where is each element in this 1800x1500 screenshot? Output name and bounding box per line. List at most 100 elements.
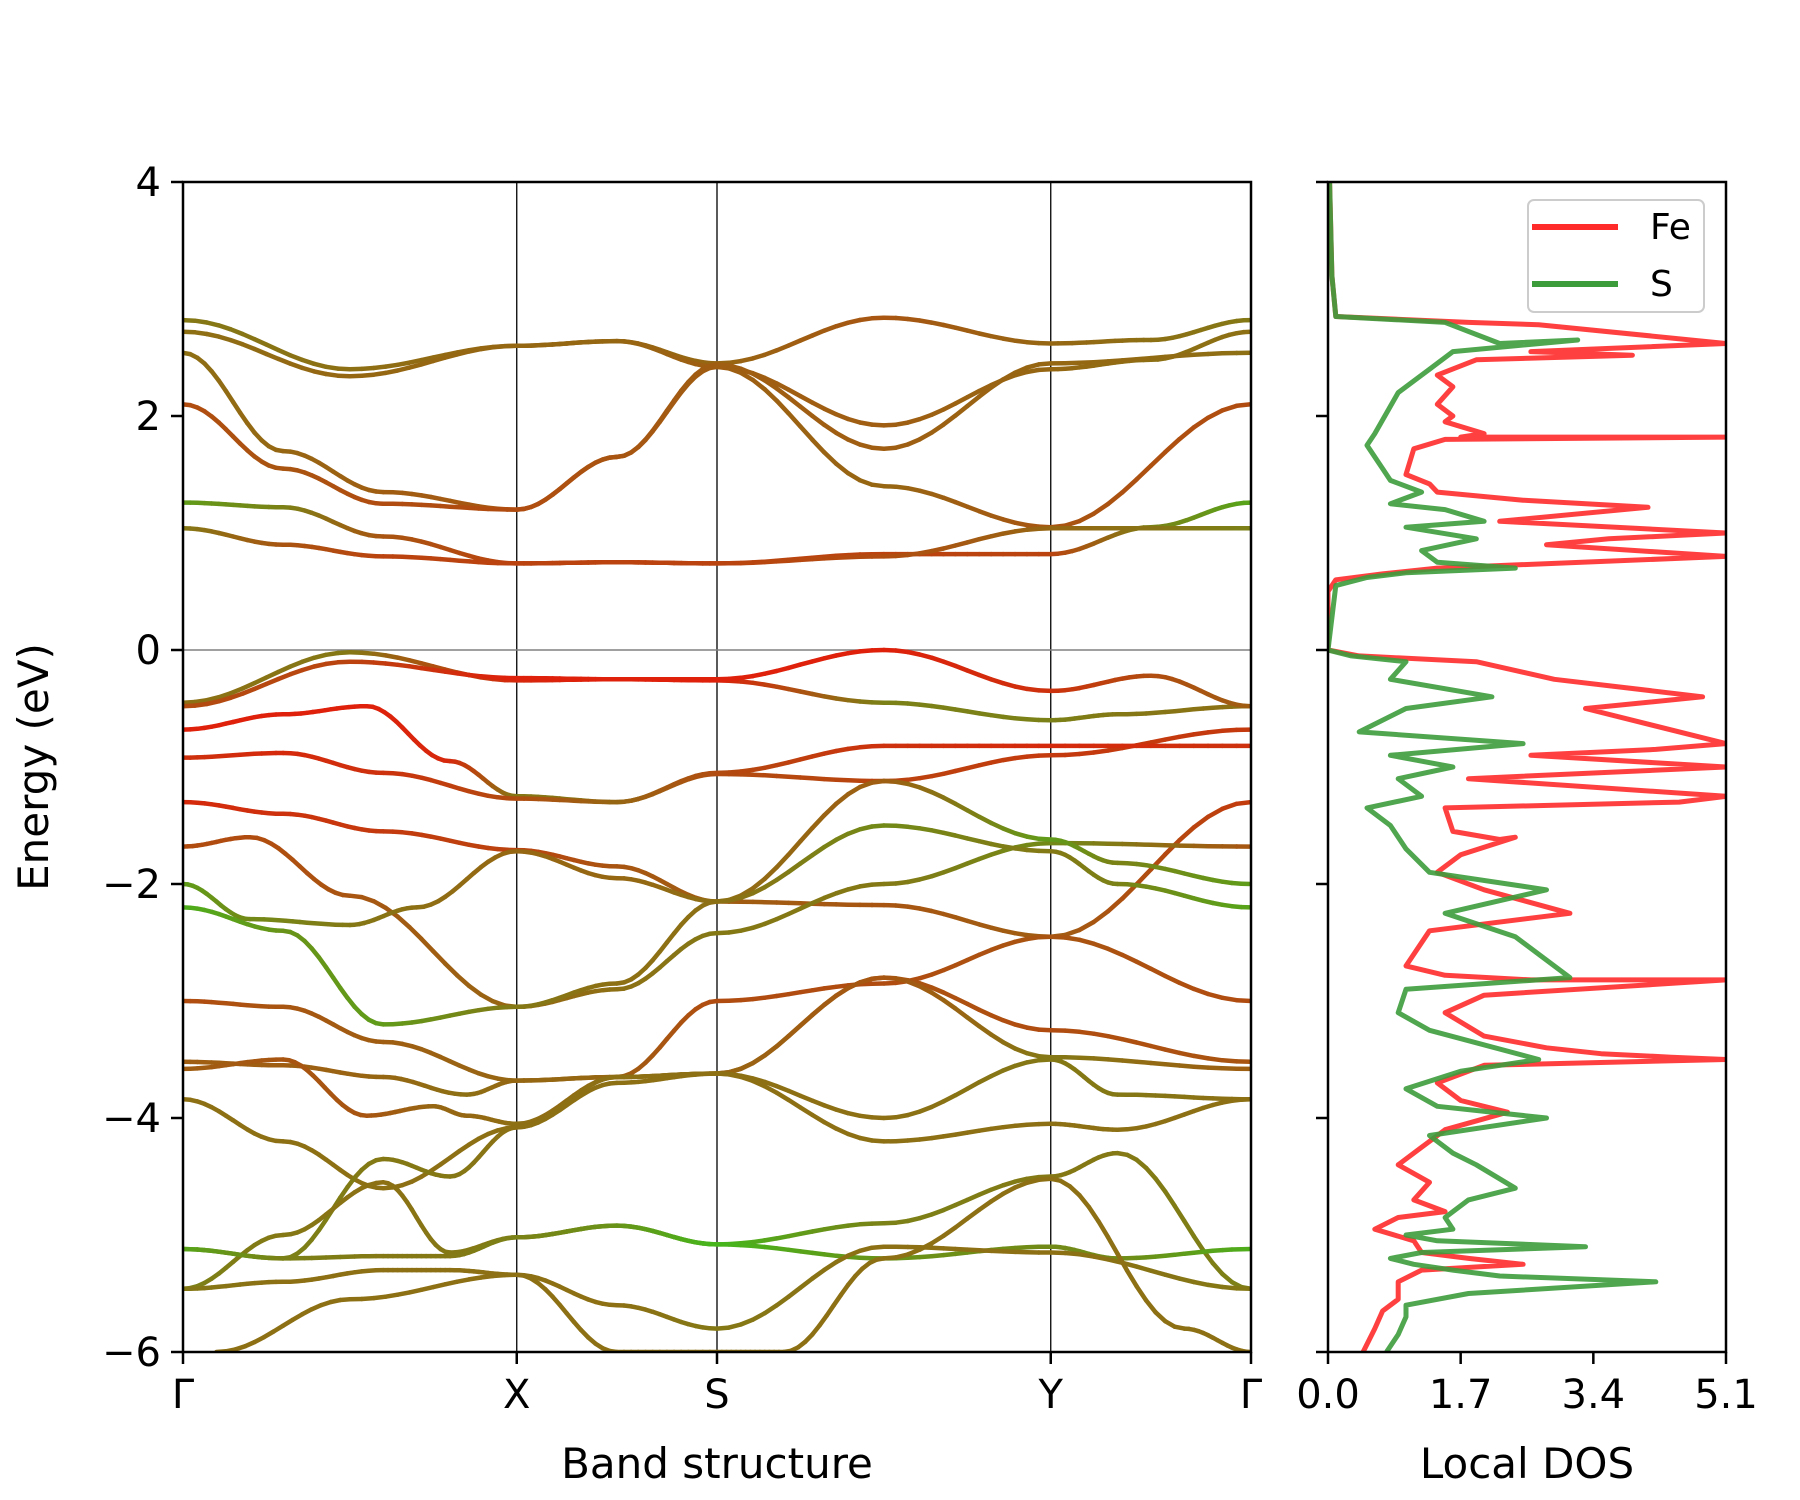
band-18-segment <box>965 1079 982 1092</box>
band-13-segment <box>822 801 839 818</box>
band-17-segment <box>1162 1062 1182 1068</box>
band-9-segment <box>1148 737 1168 745</box>
band-4-segment <box>1062 518 1082 528</box>
band-4-segment <box>786 411 803 429</box>
band-22-segment <box>1205 1282 1225 1290</box>
band-17-segment <box>1134 1059 1154 1066</box>
band-11-segment <box>1062 927 1082 938</box>
band-10 <box>183 743 1251 805</box>
band-12-segment <box>419 936 436 954</box>
band-17-segment <box>941 997 958 1011</box>
band-17-segment <box>1148 1060 1168 1067</box>
dos-x-tick-label: 3.4 <box>1562 1372 1626 1418</box>
band-17-segment <box>833 985 851 998</box>
band-4-segment <box>822 450 839 466</box>
band-2 <box>183 329 1251 428</box>
band-structure-panel: −6 −4 −2 0 2 4 Γ X S Y Γ Energy (eV) Band structu… <box>9 160 1263 1488</box>
band-16-segment <box>1177 1050 1197 1059</box>
band-16-segment <box>1191 1053 1211 1061</box>
band-23-segment <box>1086 1204 1101 1224</box>
legend-label-s: S <box>1650 264 1673 305</box>
band-23-segment <box>1096 1218 1111 1240</box>
dos-panel: 0.0 1.7 3.4 5.1 Local DOS Fe S <box>1296 180 1758 1488</box>
band-4-segment <box>1220 403 1239 413</box>
band-17-segment <box>976 1023 994 1037</box>
band-3-segment <box>1120 357 1139 363</box>
band-4-segment <box>1234 402 1251 409</box>
band-4 <box>183 364 1251 530</box>
band-15-segment <box>1134 959 1154 972</box>
band-3-segment <box>810 413 827 428</box>
band-3-segment <box>988 377 1006 390</box>
band-9-segment <box>1162 734 1182 742</box>
band-13-segment <box>786 839 803 857</box>
band-17-segment <box>1177 1063 1197 1069</box>
band-16-segment <box>1148 1043 1168 1052</box>
kpoint-label-S: S <box>704 1372 729 1418</box>
kpoint-separators <box>516 182 1052 1352</box>
band-20-segment <box>1172 1203 1187 1224</box>
band-11-segment <box>1220 801 1239 812</box>
band-11-segment <box>1091 909 1111 925</box>
band-19-segment <box>774 1090 791 1103</box>
band-4-segment <box>1205 408 1225 420</box>
band-9-segment <box>1062 751 1082 758</box>
band-12-segment <box>442 961 460 978</box>
band-23-segment <box>1077 1192 1092 1210</box>
band-3-segment <box>976 385 994 399</box>
band-16-segment <box>1120 1036 1139 1045</box>
band-22-segment <box>1148 1268 1168 1277</box>
band-11-segment <box>1191 814 1211 830</box>
x-axis-label-dos: Local DOS <box>1420 1439 1634 1488</box>
band-17-segment <box>762 1044 779 1058</box>
kpoint-label-Y: Y <box>1038 1372 1064 1418</box>
dos-plot-frame <box>1326 180 1728 1354</box>
band-20-segment <box>1191 1233 1206 1253</box>
band-17-segment <box>1105 1057 1125 1063</box>
dos-x-tick-label: 0.0 <box>1296 1372 1360 1418</box>
band-4-segment <box>1091 501 1111 516</box>
band-22-segment <box>750 1310 767 1322</box>
band-3-segment <box>1177 352 1197 359</box>
band-22-segment <box>774 1294 791 1308</box>
band-11-segment <box>1205 806 1225 820</box>
dos-series-S <box>1328 182 1659 1352</box>
y-tick-label: 2 <box>136 394 161 440</box>
band-9-segment <box>1191 730 1211 737</box>
band-17-segment <box>1205 1065 1225 1071</box>
band-15-segment <box>1191 986 1211 997</box>
x-axis-label-bands: Band structure <box>561 1439 873 1488</box>
band-22-segment <box>786 1285 803 1300</box>
band-17-segment <box>1091 1056 1111 1062</box>
dos-lines <box>1328 182 1726 1352</box>
band-20-segment <box>1182 1218 1197 1239</box>
band-3-segment <box>774 386 791 400</box>
band-20-segment <box>1143 1165 1158 1181</box>
band-23-segment <box>1134 1283 1149 1303</box>
band-22-segment <box>1162 1272 1182 1281</box>
band-3-segment <box>941 413 958 427</box>
band-15-segment <box>1062 935 1082 943</box>
band-19-segment <box>798 1105 815 1118</box>
band-3-segment <box>1000 370 1018 382</box>
band-18 <box>183 1057 1251 1191</box>
band-13-segment <box>798 825 815 844</box>
band-17 <box>183 975 1251 1127</box>
band-8 <box>183 647 1251 709</box>
band-3-segment <box>1091 359 1111 365</box>
band-3-segment <box>1148 354 1168 361</box>
band-14 <box>183 823 1251 1027</box>
dos-series-Fe <box>1328 182 1726 1352</box>
band-22-segment <box>1134 1264 1154 1273</box>
band-2-segment <box>786 387 803 399</box>
band-15-segment <box>1220 995 1239 1003</box>
band-23-segment <box>941 1225 958 1239</box>
band-4-segment <box>774 398 791 416</box>
band-17-segment <box>929 990 946 1003</box>
band-19-segment <box>762 1084 779 1095</box>
band-3-segment <box>1205 351 1225 357</box>
dos-x-tick-label: 5.1 <box>1694 1372 1758 1418</box>
band-16-segment <box>1105 1033 1125 1042</box>
band-23-segment <box>917 1241 934 1252</box>
